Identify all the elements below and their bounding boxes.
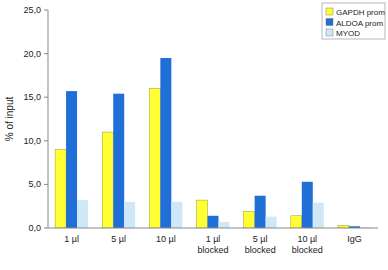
y-tick-label: 20,0 xyxy=(23,49,41,59)
label-line: 1 µl xyxy=(206,234,221,244)
label-line: 1 µl xyxy=(64,234,79,244)
label-line: 10 µl xyxy=(156,234,176,244)
bar xyxy=(313,203,324,228)
x-axis xyxy=(48,228,378,229)
bar xyxy=(55,150,66,228)
y-tick-label: 15,0 xyxy=(23,92,41,102)
y-axis-label: % of input xyxy=(4,97,15,142)
bar xyxy=(244,211,255,228)
bar xyxy=(160,58,171,228)
label-line: IgG xyxy=(347,234,362,244)
y-tick xyxy=(44,53,48,54)
x-tick-label: 5 µl xyxy=(111,234,126,244)
legend-label: ALDOA prom xyxy=(336,19,383,28)
label-line: 5 µl xyxy=(111,234,126,244)
x-tick-label: 1 µl xyxy=(64,234,79,244)
legend-swatch xyxy=(326,8,333,15)
x-tick-label: 10 µlblocked xyxy=(292,234,323,255)
bar xyxy=(124,202,135,228)
y-tick-label: 0,0 xyxy=(28,223,41,233)
bar xyxy=(77,200,88,228)
bar xyxy=(102,132,113,228)
label-line: blocked xyxy=(245,245,276,255)
chart: 0,0 5,0 10,0 15,0 20,0 25,0 % of input 1 µl 5 µl… xyxy=(0,0,388,270)
legend-label: MYOD xyxy=(336,29,360,38)
label-line: 10 µl xyxy=(297,234,317,244)
bar xyxy=(291,216,302,228)
bar xyxy=(302,182,313,228)
bar xyxy=(219,222,230,228)
x-tick-label: 1 µlblocked xyxy=(197,234,228,255)
bar xyxy=(113,94,124,228)
y-tick-label: 10,0 xyxy=(23,136,41,146)
bar xyxy=(149,88,160,228)
bar xyxy=(255,196,266,228)
label-line: 5 µl xyxy=(253,234,268,244)
y-axis xyxy=(48,10,49,228)
y-tick xyxy=(44,228,48,229)
bar xyxy=(171,202,182,228)
bar xyxy=(266,217,277,228)
y-tick xyxy=(44,184,48,185)
legend-label: GAPDH prom xyxy=(336,8,385,17)
legend-box xyxy=(322,3,385,39)
y-tick xyxy=(44,97,48,98)
x-tick-label: IgG xyxy=(347,234,362,244)
legend-swatch xyxy=(326,29,333,36)
y-tick xyxy=(44,10,48,11)
x-tick-label: 5 µlblocked xyxy=(245,234,276,255)
label-line: blocked xyxy=(292,245,323,255)
y-tick-label: 5,0 xyxy=(28,179,41,189)
y-tick xyxy=(44,140,48,141)
bar xyxy=(208,216,219,228)
legend-swatch xyxy=(326,19,333,26)
bars xyxy=(55,58,371,228)
bar xyxy=(197,200,208,228)
y-tick-label: 25,0 xyxy=(23,5,41,15)
bar xyxy=(66,91,77,228)
x-tick-label: 10 µl xyxy=(156,234,176,244)
label-line: blocked xyxy=(197,245,228,255)
